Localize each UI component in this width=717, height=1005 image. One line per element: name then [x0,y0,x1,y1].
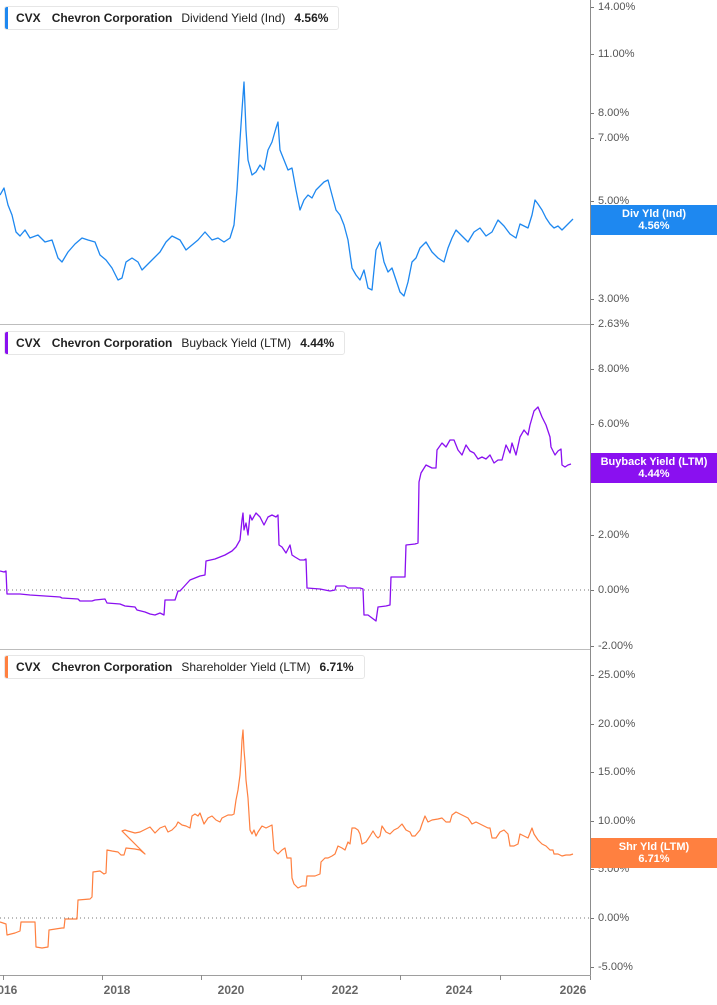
y-tick: 2.63% [591,318,629,330]
badge-label: Div Yld (Ind) [622,208,686,220]
shareholder-yield-value-badge: Shr Yld (LTM) 6.71% [591,838,717,868]
legend-ticker: CVX [16,336,41,350]
y-tick: 6.00% [591,418,629,430]
dividend-yield-value-badge: Div Yld (Ind) 4.56% [591,205,717,235]
dividend-yield-line [0,81,574,297]
buyback-yield-legend: CVX Chevron Corporation Buyback Yield (L… [4,331,346,355]
y-tick: 8.00% [591,107,629,119]
y-tick: 5.00% [591,195,629,207]
shareholder-yield-panel: CVX Chevron Corporation Shareholder Yiel… [0,650,591,975]
badge-label: Buyback Yield (LTM) [600,456,708,468]
x-tick-label: 2018 [103,983,131,997]
buyback-yield-value-badge: Buyback Yield (LTM) 4.44% [591,453,717,483]
x-tick-label: 2022 [331,983,359,997]
legend-metric: Dividend Yield (Ind) [181,11,286,25]
legend-company: Chevron Corporation [51,660,173,674]
legend-value: 4.56% [294,11,329,25]
buyback-yield-panel: CVX Chevron Corporation Buyback Yield (L… [0,325,591,649]
shareholder-yield-legend: CVX Chevron Corporation Shareholder Yiel… [4,655,365,679]
x-tick-label: 2024 [445,983,473,997]
x-tick-label: 2020 [217,983,245,997]
dividend-yield-panel: CVX Chevron Corporation Dividend Yield (… [0,0,591,324]
legend-value: 4.44% [300,336,335,350]
y-tick: 0.00% [591,584,629,596]
legend-metric: Shareholder Yield (LTM) [181,660,311,674]
x-tick-mark [500,975,501,980]
dividend-yield-legend: CVX Chevron Corporation Dividend Yield (… [4,6,340,30]
y-tick: -5.00% [591,961,633,973]
panel-divider [0,649,591,650]
legend-color-bar [5,656,8,678]
badge-label: Shr Yld (LTM) [618,841,690,853]
panel-divider [0,324,591,325]
y-tick: 10.00% [591,815,635,827]
y-tick: 8.00% [591,363,629,375]
x-axis-line [0,975,591,976]
legend-company: Chevron Corporation [51,11,173,25]
shareholder-yield-line [0,729,591,949]
legend-ticker: CVX [16,660,41,674]
y-axis-line [590,0,591,980]
x-tick-label: 2016 [0,983,18,997]
y-tick: 3.00% [591,293,629,305]
legend-value: 6.71% [319,660,354,674]
badge-value: 4.56% [638,220,670,232]
badge-value: 6.71% [638,853,670,865]
badge-value: 4.44% [638,468,670,480]
y-tick: 2.00% [591,529,629,541]
y-tick: 11.00% [591,48,635,60]
x-tick-mark [201,975,202,980]
x-tick-mark [301,975,302,980]
x-tick-label: 2026 [559,983,587,997]
legend-color-bar [5,332,8,354]
x-tick-mark [3,975,4,980]
y-tick: 0.00% [591,912,629,924]
y-tick: 14.00% [591,1,635,13]
y-tick: 15.00% [591,766,635,778]
x-tick-mark [400,975,401,980]
legend-company: Chevron Corporation [51,336,173,350]
y-tick: -2.00% [591,640,633,652]
y-tick: 25.00% [591,669,635,681]
y-tick: 7.00% [591,132,629,144]
y-tick: 20.00% [591,718,635,730]
buyback-yield-line [0,406,591,622]
legend-metric: Buyback Yield (LTM) [181,336,292,350]
legend-ticker: CVX [16,11,41,25]
x-tick-mark [102,975,103,980]
legend-color-bar [5,7,8,29]
